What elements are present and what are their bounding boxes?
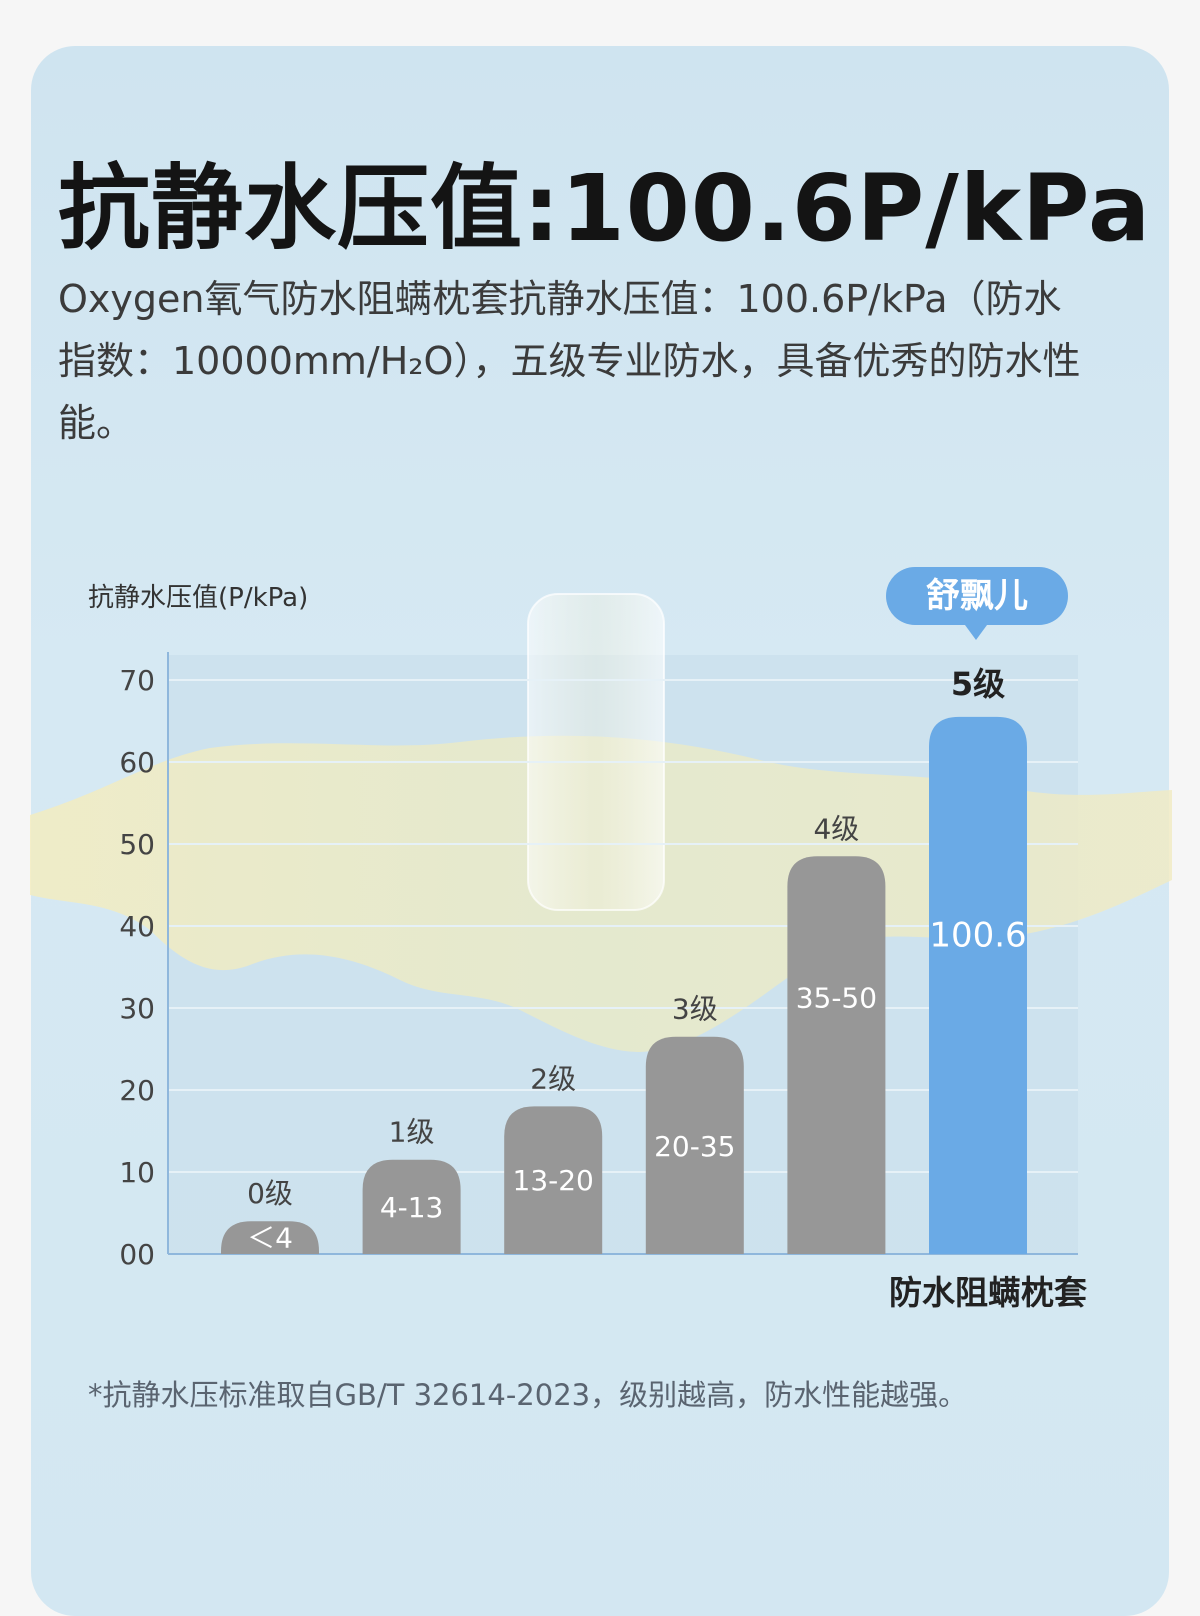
bar: [362, 1159, 461, 1254]
y-tick-labels: 00 10 20 30 40 50 60 70: [119, 664, 155, 1271]
bars: 0级 ＜4 1级 4-13 2级 13-20 3级 20-35 4级 35-50 5级 100.6: [221, 665, 1027, 1255]
bar-range-label: 100.6: [929, 916, 1026, 956]
y-tick-label: 00: [119, 1238, 155, 1271]
footnote: *抗静水压标准取自GB/T 32614-2023，级别越高，防水性能越强。: [88, 1378, 968, 1412]
brand-badge: 舒飘儿: [886, 567, 1068, 640]
y-tick-label: 10: [119, 1156, 155, 1189]
y-tick-label: 30: [119, 992, 155, 1025]
bar-grade-label: 0级: [247, 1177, 293, 1210]
bar-grade-label: 5级: [951, 665, 1005, 703]
bar-grade-label: 2级: [530, 1062, 576, 1095]
y-tick-label: 20: [119, 1074, 155, 1107]
glass-decoration: [527, 593, 665, 911]
y-tick-label: 60: [119, 746, 155, 779]
y-tick-label: 50: [119, 828, 155, 861]
bar-range-label: 4-13: [380, 1191, 444, 1224]
bar: [645, 1036, 744, 1254]
x-axis-label: 防水阻螨枕套: [889, 1273, 1087, 1312]
bar-range-label: 20-35: [654, 1130, 735, 1163]
bar-highlight: [929, 716, 1027, 1254]
bar-range-label: ＜4: [247, 1222, 293, 1255]
axes: [167, 652, 1078, 1255]
bar-grade-label: 4级: [813, 812, 859, 845]
bar-grade-label: 3级: [672, 993, 718, 1026]
y-tick-label: 70: [119, 664, 155, 697]
bar: [504, 1106, 603, 1254]
brand-badge-label: 舒飘儿: [926, 576, 1028, 616]
headline: 抗静水压值:100.6P/kPa: [58, 155, 1152, 262]
grid-lines: [168, 679, 1078, 1173]
y-axis-label: 抗静水压值(P/kPa): [88, 583, 308, 613]
bar-range-label: 35-50: [796, 981, 877, 1014]
bar: [221, 1221, 319, 1254]
y-tick-label: 40: [119, 910, 155, 943]
description: Oxygen氧气防水阻螨枕套抗静水压值：100.6P/kPa（防水指数：1000…: [58, 277, 1081, 445]
bar-range-label: 13-20: [513, 1164, 594, 1197]
bar: [787, 856, 886, 1254]
bar-grade-label: 1级: [389, 1116, 435, 1149]
